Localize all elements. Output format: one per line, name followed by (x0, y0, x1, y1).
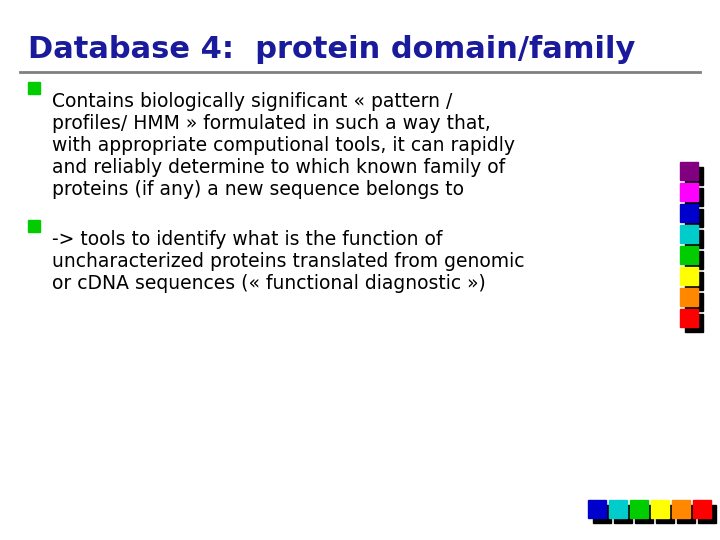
Bar (588, 500, 606, 518)
Bar (28, 82, 40, 94)
Bar (685, 230, 703, 248)
Bar (677, 505, 695, 523)
Bar (698, 505, 716, 523)
Bar (693, 500, 711, 518)
Bar (635, 505, 653, 523)
Text: proteins (if any) a new sequence belongs to: proteins (if any) a new sequence belongs… (52, 180, 464, 199)
Bar (680, 225, 698, 243)
Bar (614, 505, 632, 523)
Bar (651, 500, 669, 518)
Bar (685, 314, 703, 332)
Text: Database 4:  protein domain/family: Database 4: protein domain/family (28, 35, 635, 64)
Bar (28, 220, 40, 232)
Text: and reliably determine to which known family of: and reliably determine to which known fa… (52, 158, 505, 177)
Bar (680, 204, 698, 222)
Bar (672, 500, 690, 518)
Bar (680, 162, 698, 180)
Bar (593, 505, 611, 523)
Text: -> tools to identify what is the function of: -> tools to identify what is the functio… (52, 230, 442, 249)
Bar (685, 209, 703, 227)
Bar (680, 309, 698, 327)
Bar (685, 167, 703, 185)
Text: Contains biologically significant « pattern /: Contains biologically significant « patt… (52, 92, 452, 111)
Bar (680, 288, 698, 306)
Text: or cDNA sequences (« functional diagnostic »): or cDNA sequences (« functional diagnost… (52, 274, 486, 293)
Text: uncharacterized proteins translated from genomic: uncharacterized proteins translated from… (52, 252, 524, 271)
Bar (685, 293, 703, 311)
Bar (680, 183, 698, 201)
Bar (685, 251, 703, 269)
Bar (680, 246, 698, 264)
Bar (680, 267, 698, 285)
Bar (685, 188, 703, 206)
Bar (656, 505, 674, 523)
Text: with appropriate computional tools, it can rapidly: with appropriate computional tools, it c… (52, 136, 515, 155)
Bar (630, 500, 648, 518)
Text: profiles/ HMM » formulated in such a way that,: profiles/ HMM » formulated in such a way… (52, 114, 491, 133)
Bar (609, 500, 627, 518)
Bar (685, 272, 703, 290)
